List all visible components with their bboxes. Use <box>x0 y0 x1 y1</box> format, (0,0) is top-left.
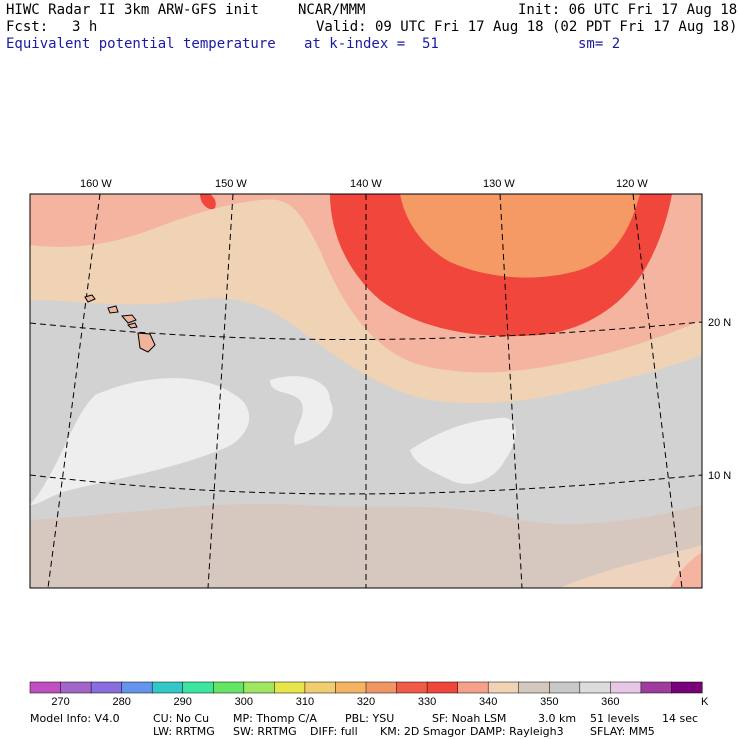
colorbar-tick-label: 310 <box>296 696 314 708</box>
init-time: Init: 06 UTC Fri 17 Aug 18 <box>518 2 738 18</box>
smoothing-value: sm= 2 <box>578 36 621 52</box>
colorbar-swatch <box>640 681 673 694</box>
footer-model-info: Model Info: V4.0 <box>30 712 120 725</box>
island-maui <box>127 322 138 329</box>
colorbar-swatch <box>151 681 184 694</box>
model-source: NCAR/MMM <box>298 2 366 18</box>
colorbar-swatch <box>671 681 703 694</box>
footer-surface: SF: Noah LSM <box>432 712 507 725</box>
field-name: Equivalent potential temperature <box>6 36 276 52</box>
colorbar-tick-label: 320 <box>357 696 375 708</box>
colorbar-swatch <box>29 681 62 694</box>
longitude-line-130w <box>499 194 523 588</box>
latitude-label-10n: 10 N <box>708 470 731 482</box>
field-band-southeast <box>560 545 702 588</box>
colorbar-unit: K <box>701 696 709 708</box>
colorbar-tick-label: 280 <box>112 696 130 708</box>
longitude-label-150w: 150 W <box>215 178 247 190</box>
field-band-southeast-edge <box>670 552 702 588</box>
colorbar-swatch <box>579 681 611 694</box>
colorbar-swatch <box>182 681 214 694</box>
colorbar-swatch <box>518 681 550 694</box>
latitude-line-20n <box>30 321 702 341</box>
hawaiian-islands <box>84 294 156 353</box>
colorbar-tick-label: 290 <box>174 696 192 708</box>
colorbar-tick-label: 350 <box>540 696 558 708</box>
colorbar: 270 280 290 300 310 320 330 340 350 360 K <box>29 681 709 708</box>
footer-damping: DAMP: Rayleigh3 <box>470 725 564 738</box>
forecast-label: Fcst: <box>6 19 49 35</box>
theta-e-field <box>30 194 702 588</box>
colorbar-swatch <box>121 681 153 694</box>
island-oahu <box>107 305 119 314</box>
colorbar-swatch <box>426 681 459 694</box>
latitude-labels: 20 N 10 N <box>708 317 731 482</box>
footer-surface-layer: SFLAY: MM5 <box>590 725 655 738</box>
field-spot-northwest <box>200 194 216 210</box>
footer-shortwave: SW: RRTMG <box>233 725 297 738</box>
colorbar-swatch <box>487 681 520 694</box>
footer-longwave: LW: RRTMG <box>153 725 215 738</box>
field-core-north <box>400 194 640 278</box>
colorbar-swatch <box>335 681 367 694</box>
footer-cumulus: CU: No Cu <box>153 712 210 725</box>
longitude-label-160w: 160 W <box>80 178 112 190</box>
model-title: HIWC Radar II 3km ARW-GFS init <box>6 2 259 18</box>
colorbar-swatches <box>29 681 703 694</box>
colorbar-tick-labels: 270 280 290 300 310 320 330 340 350 360 <box>51 696 619 708</box>
field-patch-east <box>410 417 516 484</box>
colorbar-swatch <box>549 681 581 694</box>
footer-km: KM: 2D Smagor <box>380 725 466 738</box>
island-hawaii <box>137 332 156 353</box>
colorbar-swatch <box>90 681 123 694</box>
colorbar-swatch <box>365 681 398 694</box>
footer-diffusion: DIFF: full <box>310 725 358 738</box>
map-frame <box>29 193 703 589</box>
field-patch-west <box>30 378 250 505</box>
colorbar-tick-label: 300 <box>235 696 253 708</box>
colorbar-swatch <box>274 681 306 694</box>
level-index: at k-index = 51 <box>304 36 439 52</box>
colorbar-swatch <box>610 681 642 694</box>
valid-time: Valid: 09 UTC Fri 17 Aug 18 (02 PDT Fri … <box>316 19 738 35</box>
colorbar-swatch <box>457 681 489 694</box>
island-kauai <box>84 294 96 303</box>
field-patch-central <box>270 376 333 445</box>
colorbar-swatch <box>304 681 337 694</box>
footer-timestep: 14 sec <box>662 712 699 725</box>
forecast-hour: 3 h <box>72 19 98 35</box>
colorbar-swatch <box>60 681 92 694</box>
longitude-label-140w: 140 W <box>350 178 382 190</box>
colorbar-swatch <box>396 681 428 694</box>
longitude-line-120w <box>632 194 683 588</box>
colorbar-tick-label: 340 <box>479 696 497 708</box>
footer-resolution: 3.0 km <box>538 712 577 725</box>
longitude-line-150w <box>207 194 234 588</box>
footer-levels: 51 levels <box>590 712 640 725</box>
longitude-label-120w: 120 W <box>616 178 648 190</box>
colorbar-swatch <box>243 681 275 694</box>
longitude-line-160w <box>47 194 101 588</box>
colorbar-swatch <box>213 681 245 694</box>
colorbar-tick-label: 360 <box>601 696 619 708</box>
longitude-labels: 160 W 150 W 140 W 130 W 120 W <box>80 178 648 190</box>
latitude-label-20n: 20 N <box>708 317 731 329</box>
island-molokai <box>120 314 137 324</box>
longitude-label-130w: 130 W <box>483 178 515 190</box>
colorbar-tick-label: 330 <box>418 696 436 708</box>
field-band-northwest <box>30 194 150 235</box>
colorbar-tick-label: 270 <box>51 696 69 708</box>
latitude-line-10n <box>30 474 702 495</box>
footer-microphysics: MP: Thomp C/A <box>233 712 317 725</box>
footer-pbl: PBL: YSU <box>345 712 395 725</box>
graticule <box>30 194 702 588</box>
